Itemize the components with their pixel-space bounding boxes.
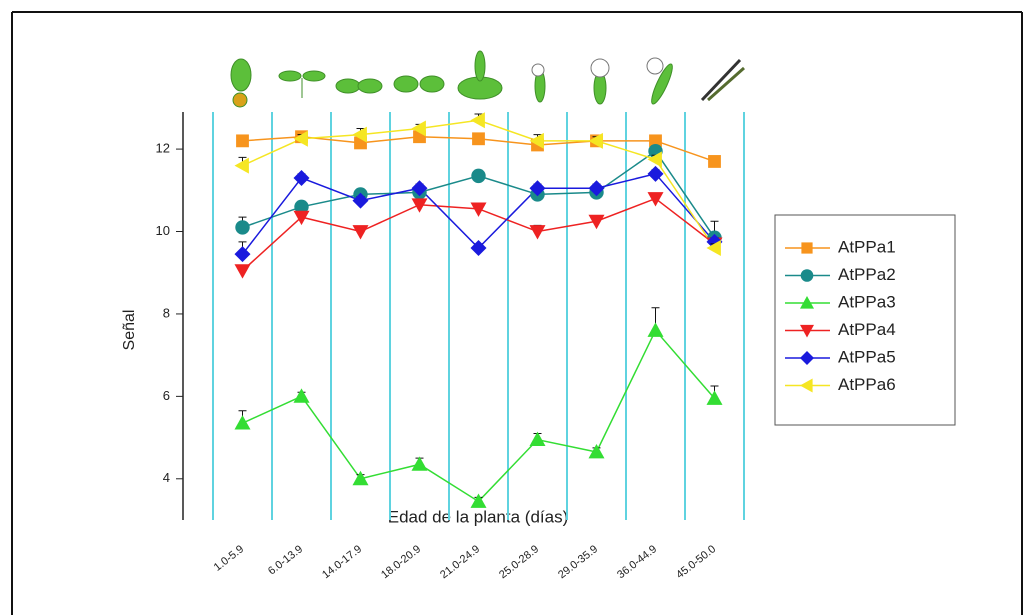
- marker: [352, 225, 369, 240]
- legend-label: AtPPa1: [838, 237, 896, 256]
- legend-label: AtPPa2: [838, 265, 896, 284]
- marker: [800, 269, 814, 282]
- marker: [411, 198, 428, 213]
- y-tick-label: 8: [163, 305, 170, 320]
- legend-label: AtPPa6: [838, 375, 896, 394]
- marker: [649, 134, 662, 148]
- marker: [588, 180, 605, 197]
- marker: [529, 132, 544, 149]
- marker: [647, 322, 664, 337]
- x-tick-label: 29.0-35.9: [556, 543, 600, 581]
- series-line: [242, 150, 716, 239]
- x-tick-label: 21.0-24.9: [438, 543, 482, 581]
- marker: [470, 112, 485, 129]
- marker: [352, 470, 369, 486]
- marker: [234, 415, 251, 430]
- marker: [647, 192, 664, 207]
- marker: [647, 165, 664, 182]
- y-tick-label: 12: [156, 141, 170, 156]
- x-tick-label: 18.0-20.9: [379, 543, 423, 581]
- legend-label: AtPPa3: [838, 292, 896, 311]
- marker: [236, 134, 249, 148]
- marker: [294, 199, 309, 214]
- marker: [352, 126, 367, 143]
- marker: [800, 296, 814, 309]
- marker: [647, 151, 662, 168]
- marker: [529, 180, 546, 197]
- marker: [706, 390, 723, 405]
- marker: [234, 264, 251, 279]
- marker: [293, 388, 310, 403]
- frame: [11, 11, 1023, 615]
- marker: [588, 132, 603, 149]
- marker: [800, 378, 813, 393]
- y-tick-label: 10: [156, 223, 170, 238]
- marker: [411, 456, 428, 471]
- x-tick-label: 45.0-50.0: [674, 543, 718, 581]
- plant-icons: [230, 50, 745, 108]
- marker: [470, 493, 487, 508]
- legend-label: AtPPa4: [838, 320, 896, 339]
- marker: [800, 324, 814, 338]
- x-tick-label: 14.0-17.9: [320, 543, 364, 581]
- marker: [411, 120, 426, 137]
- marker: [801, 242, 813, 254]
- marker: [529, 431, 546, 447]
- marker: [472, 132, 485, 146]
- x-tick-label: 36.0-44.9: [615, 543, 659, 581]
- marker: [800, 351, 814, 365]
- series-line: [242, 329, 716, 503]
- marker: [706, 240, 721, 256]
- x-tick-label: 6.0-13.9: [266, 543, 305, 577]
- marker: [235, 220, 250, 235]
- legend-label: AtPPa5: [838, 347, 896, 366]
- marker: [293, 169, 310, 186]
- y-tick-label: 4: [163, 470, 170, 485]
- marker: [234, 157, 249, 174]
- marker: [352, 192, 369, 209]
- marker: [293, 130, 308, 147]
- marker: [588, 444, 605, 459]
- marker: [411, 180, 428, 197]
- x-tick-label: 1.0-5.9: [212, 543, 246, 574]
- marker: [588, 214, 605, 230]
- marker: [470, 240, 487, 256]
- marker: [708, 155, 721, 168]
- marker: [234, 246, 251, 263]
- x-tick-label: 25.0-28.9: [497, 543, 541, 581]
- y-tick-label: 6: [163, 388, 170, 403]
- x-axis-label: Edad de la planta (días): [388, 507, 569, 526]
- y-axis-label: Señal: [121, 310, 138, 351]
- marker: [293, 210, 310, 226]
- marker: [529, 225, 546, 240]
- marker: [470, 202, 487, 217]
- marker: [471, 168, 486, 184]
